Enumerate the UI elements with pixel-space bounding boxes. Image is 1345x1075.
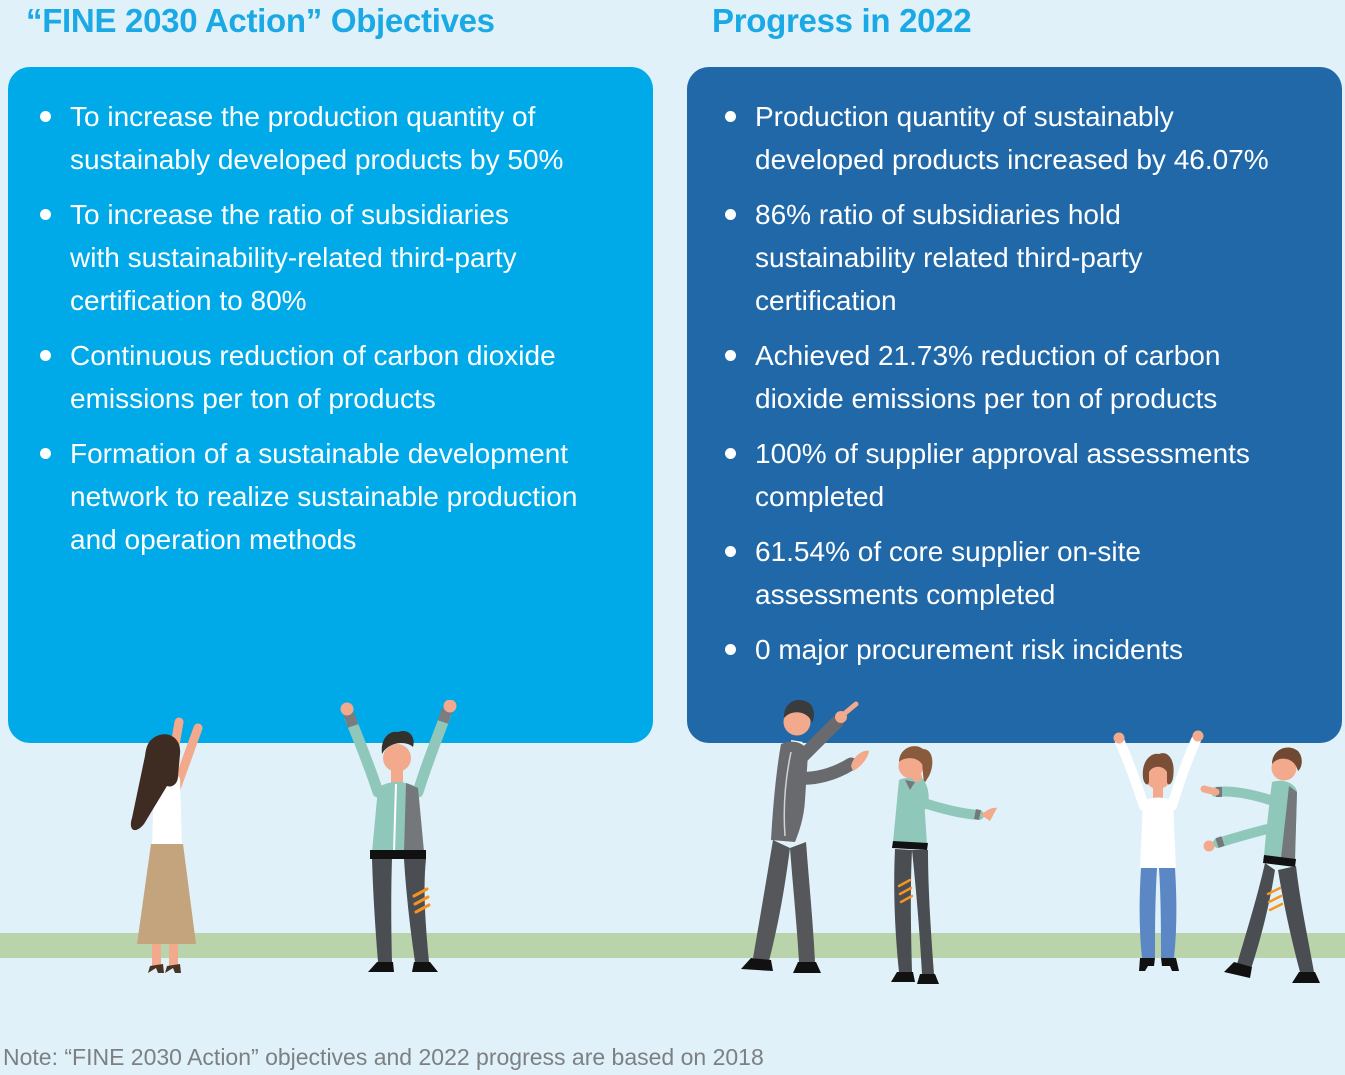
objective-item: Formation of a sustainable development n…	[38, 432, 625, 561]
woman-raising-arms-illustration	[130, 717, 203, 973]
objectives-list: To increase the production quantity of s…	[8, 67, 653, 561]
woman-gesturing-illustration	[891, 746, 997, 984]
progress-item: Production quantity of sustainably devel…	[723, 95, 1314, 181]
objective-item: To increase the ratio of subsidiaries wi…	[38, 193, 625, 322]
progress-item: 0 major procurement risk incidents	[723, 628, 1314, 671]
ground-strip	[0, 933, 1345, 958]
progress-item: 100% of supplier approval assessments co…	[723, 432, 1314, 518]
progress-panel: Production quantity of sustainably devel…	[687, 67, 1342, 743]
objectives-title: “FINE 2030 Action” Objectives	[26, 2, 495, 39]
objective-item: To increase the production quantity of s…	[38, 95, 625, 181]
woman-cheering-illustration	[1113, 730, 1204, 971]
progress-list: Production quantity of sustainably devel…	[687, 67, 1342, 671]
progress-item: 61.54% of core supplier on-site assessme…	[723, 530, 1314, 616]
progress-item: Achieved 21.73% reduction of carbon diox…	[723, 334, 1314, 420]
man-in-suit-pointing-illustration	[741, 699, 869, 973]
footnote: Note: “FINE 2030 Action” objectives and …	[3, 1044, 764, 1070]
progress-title: Progress in 2022	[712, 2, 972, 39]
objective-item: Continuous reduction of carbon dioxide e…	[38, 334, 625, 420]
man-cheering-illustration	[340, 700, 457, 972]
objectives-panel: To increase the production quantity of s…	[8, 67, 653, 743]
progress-item: 86% ratio of subsidiaries hold sustainab…	[723, 193, 1314, 322]
man-pointing-left-illustration	[1200, 747, 1320, 983]
